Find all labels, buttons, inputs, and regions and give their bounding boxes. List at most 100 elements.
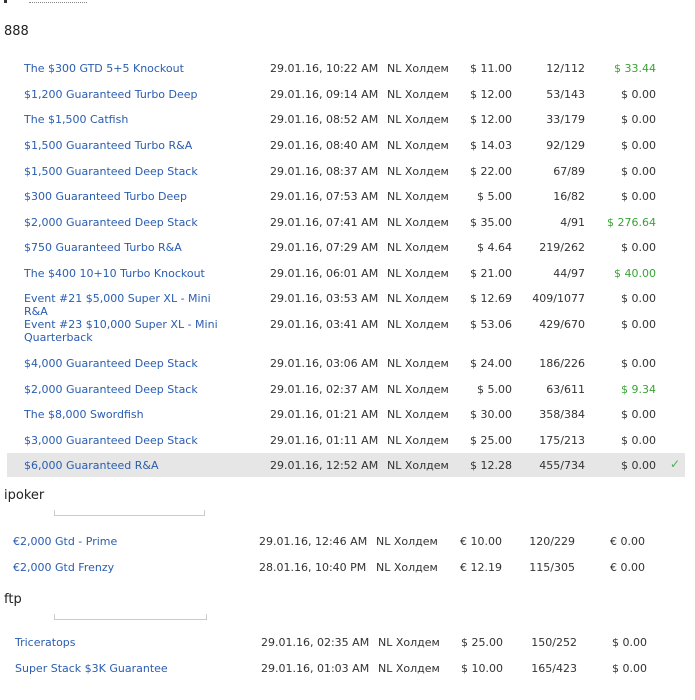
tournament-name-link[interactable]: $1,500 Guaranteed Deep Stack <box>24 165 198 178</box>
finish-place: 4/91 <box>560 216 585 229</box>
tournament-name-link[interactable]: The $1,500 Catfish <box>24 113 129 126</box>
tournament-name-link[interactable]: $3,000 Guaranteed Deep Stack <box>24 434 198 447</box>
buy-in: $ 4.64 <box>477 241 512 254</box>
table-row[interactable]: $1,200 Guaranteed Turbo Deep 29.01.16, 09… <box>7 82 685 106</box>
table-row[interactable]: $2,000 Guaranteed Deep Stack 29.01.16, 02… <box>7 377 685 401</box>
table-row[interactable]: €2,000 Gtd Frenzy 28.01.16, 10:40 PM NL Хо… <box>0 555 695 579</box>
finish-place: 120/229 <box>529 535 575 548</box>
winnings: $ 0.00 <box>621 292 656 305</box>
tournament-date: 29.01.16, 12:46 AM <box>259 535 368 548</box>
tournament-date: 29.01.16, 02:37 AM <box>270 383 379 396</box>
tournament-date: 29.01.16, 08:37 AM <box>270 165 379 178</box>
game-type: NL Холдем <box>376 535 438 548</box>
tournament-date: 29.01.16, 06:01 AM <box>270 267 379 280</box>
section-title-888: 888 <box>4 24 29 39</box>
tournament-date: 29.01.16, 02:35 AM <box>261 636 370 649</box>
table-row[interactable]: Super Stack $3K Guarantee 29.01.16, 01:03… <box>0 656 695 680</box>
fragment-dot <box>4 0 7 3</box>
tournament-name-link[interactable]: $300 Guaranteed Turbo Deep <box>24 190 188 203</box>
tournament-name-link[interactable]: $2,000 Guaranteed Deep Stack <box>24 216 198 229</box>
section-underline <box>54 614 207 620</box>
tournament-date: 29.01.16, 01:03 AM <box>261 662 370 675</box>
tournament-date: 29.01.16, 03:53 AM <box>270 292 379 305</box>
table-row[interactable]: Event #23 $10,000 Super XL - Mini Quarte… <box>7 312 685 348</box>
finish-place: 16/82 <box>553 190 585 203</box>
buy-in: € 12.19 <box>460 561 502 574</box>
tournament-name-link[interactable]: The $400 10+10 Turbo Knockout <box>24 267 205 280</box>
tournament-name-link[interactable]: Super Stack $3K Guarantee <box>15 662 168 675</box>
tournament-date: 29.01.16, 08:40 AM <box>270 139 379 152</box>
table-row[interactable]: Event #21 $5,000 Super XL - Mini R&A 29.0… <box>7 286 685 318</box>
tournament-date: 29.01.16, 01:21 AM <box>270 408 379 421</box>
tournament-name-link[interactable]: The $300 GTD 5+5 Knockout <box>24 62 184 75</box>
tournament-date: 29.01.16, 09:14 AM <box>270 88 379 101</box>
winnings: $ 0.00 <box>621 434 656 447</box>
section-title-ipoker: ipoker <box>4 488 45 503</box>
game-type: NL Холдем <box>387 267 449 280</box>
tournament-name-link[interactable]: Triceratops <box>15 636 76 649</box>
tournament-name-link[interactable]: $1,500 Guaranteed Turbo R&A <box>24 139 193 152</box>
tournament-name-link[interactable]: $1,200 Guaranteed Turbo Deep <box>24 88 198 101</box>
tournament-name-link[interactable]: $6,000 Guaranteed R&A <box>24 459 159 472</box>
buy-in: $ 12.00 <box>470 88 512 101</box>
buy-in: $ 30.00 <box>470 408 512 421</box>
winnings: $ 0.00 <box>621 241 656 254</box>
buy-in: $ 53.06 <box>470 318 512 331</box>
buy-in: $ 11.00 <box>470 62 512 75</box>
table-row[interactable]: Triceratops 29.01.16, 02:35 AM NL Холдем $ … <box>0 630 695 654</box>
game-type: NL Холдем <box>387 216 449 229</box>
top-fragment <box>0 0 695 6</box>
buy-in: $ 5.00 <box>477 383 512 396</box>
tournament-name-link[interactable]: $4,000 Guaranteed Deep Stack <box>24 357 198 370</box>
table-row[interactable]: $1,500 Guaranteed Deep Stack 29.01.16, 08… <box>7 159 685 183</box>
finish-place: 358/384 <box>539 408 585 421</box>
table-row[interactable]: The $8,000 Swordfish 29.01.16, 01:21 AM NL… <box>7 402 685 426</box>
finish-place: 63/611 <box>546 383 585 396</box>
winnings: € 0.00 <box>610 535 645 548</box>
table-row[interactable]: $300 Guaranteed Turbo Deep 29.01.16, 07:5… <box>7 184 685 208</box>
game-type: NL Холдем <box>387 408 449 421</box>
game-type: NL Холдем <box>387 434 449 447</box>
winnings: $ 0.00 <box>621 408 656 421</box>
tournament-date: 29.01.16, 12:52 AM <box>270 459 379 472</box>
tournament-date: 29.01.16, 03:06 AM <box>270 357 379 370</box>
winnings: $ 0.00 <box>621 113 656 126</box>
finish-place: 33/179 <box>546 113 585 126</box>
table-row[interactable]: €2,000 Gtd - Prime 29.01.16, 12:46 AM NL Х… <box>0 529 695 553</box>
buy-in: $ 25.00 <box>470 434 512 447</box>
table-row[interactable]: $750 Guaranteed Turbo R&A 29.01.16, 07:29… <box>7 235 685 259</box>
buy-in: $ 24.00 <box>470 357 512 370</box>
winnings: $ 0.00 <box>621 165 656 178</box>
winnings: $ 0.00 <box>621 318 656 331</box>
finish-place: 115/305 <box>529 561 575 574</box>
table-row[interactable]: $6,000 Guaranteed R&A 29.01.16, 12:52 AM N… <box>7 453 685 477</box>
finish-place: 186/226 <box>539 357 585 370</box>
table-row[interactable]: The $1,500 Catfish 29.01.16, 08:52 AM NL Х… <box>7 107 685 131</box>
tournament-name-link[interactable]: $750 Guaranteed Turbo R&A <box>24 241 182 254</box>
winnings: $ 0.00 <box>612 636 647 649</box>
table-row[interactable]: The $300 GTD 5+5 Knockout 29.01.16, 10:22… <box>7 56 685 80</box>
table-row[interactable]: $3,000 Guaranteed Deep Stack 29.01.16, 01… <box>7 428 685 452</box>
table-row[interactable]: The $400 10+10 Turbo Knockout 29.01.16, 0… <box>7 261 685 285</box>
buy-in: $ 5.00 <box>477 190 512 203</box>
table-row[interactable]: $2,000 Guaranteed Deep Stack 29.01.16, 07… <box>7 210 685 234</box>
finish-place: 44/97 <box>553 267 585 280</box>
buy-in: $ 21.00 <box>470 267 512 280</box>
game-type: NL Холдем <box>387 357 449 370</box>
tournament-name-link[interactable]: €2,000 Gtd Frenzy <box>13 561 115 574</box>
finish-place: 12/112 <box>546 62 585 75</box>
tournament-name-link[interactable]: Event #21 $5,000 Super XL - Mini R&A <box>24 292 211 318</box>
tournament-date: 29.01.16, 07:41 AM <box>270 216 379 229</box>
winnings: $ 276.64 <box>607 216 656 229</box>
table-row[interactable]: $1,500 Guaranteed Turbo R&A 29.01.16, 08:… <box>7 133 685 157</box>
tournament-name-link[interactable]: $2,000 Guaranteed Deep Stack <box>24 383 198 396</box>
tournament-name-link[interactable]: The $8,000 Swordfish <box>24 408 144 421</box>
section-underline <box>54 510 205 516</box>
winnings: $ 0.00 <box>621 88 656 101</box>
buy-in: $ 10.00 <box>461 662 503 675</box>
tournament-name-link[interactable]: Event #23 $10,000 Super XL - Mini Quarte… <box>24 318 218 344</box>
table-row[interactable]: $4,000 Guaranteed Deep Stack 29.01.16, 03… <box>7 351 685 375</box>
section-title-ftp: ftp <box>4 592 22 607</box>
buy-in: $ 22.00 <box>470 165 512 178</box>
tournament-name-link[interactable]: €2,000 Gtd - Prime <box>13 535 118 548</box>
